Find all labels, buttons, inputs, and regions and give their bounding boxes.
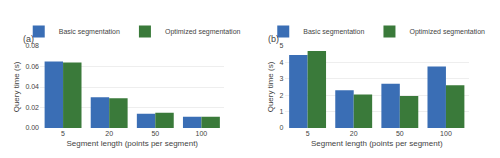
svg-text:5: 5	[306, 130, 310, 137]
svg-text:Query time (s): Query time (s)	[12, 61, 21, 112]
svg-text:Segment length (points per seg: Segment length (points per segment)	[66, 139, 198, 148]
svg-text:100: 100	[196, 130, 208, 137]
svg-text:5: 5	[280, 42, 284, 49]
svg-text:0.00: 0.00	[25, 124, 39, 131]
svg-text:100: 100	[440, 130, 452, 137]
svg-text:4: 4	[280, 59, 284, 66]
svg-text:Optimized segmentation: Optimized segmentation	[165, 28, 241, 36]
svg-text:0: 0	[280, 124, 284, 131]
svg-text:20: 20	[105, 130, 113, 137]
svg-text:Segment length (points per seg: Segment length (points per segment)	[311, 139, 443, 148]
svg-text:Query time (s): Query time (s)	[266, 61, 275, 112]
svg-text:2: 2	[280, 92, 284, 99]
svg-text:Basic segmentation: Basic segmentation	[303, 28, 364, 36]
svg-text:3: 3	[280, 75, 284, 82]
svg-text:0.02: 0.02	[25, 104, 39, 111]
svg-text:0.04: 0.04	[25, 83, 39, 90]
svg-text:5: 5	[61, 130, 65, 137]
svg-text:1: 1	[280, 108, 284, 115]
svg-text:Basic segmentation: Basic segmentation	[59, 28, 120, 36]
svg-text:(a): (a)	[23, 34, 34, 44]
svg-text:Optimized segmentation: Optimized segmentation	[409, 28, 485, 36]
svg-text:50: 50	[151, 130, 159, 137]
svg-text:0.08: 0.08	[25, 42, 39, 49]
svg-text:50: 50	[396, 130, 404, 137]
svg-text:20: 20	[350, 130, 358, 137]
svg-text:(b): (b)	[268, 34, 279, 44]
svg-text:0.06: 0.06	[25, 63, 39, 70]
